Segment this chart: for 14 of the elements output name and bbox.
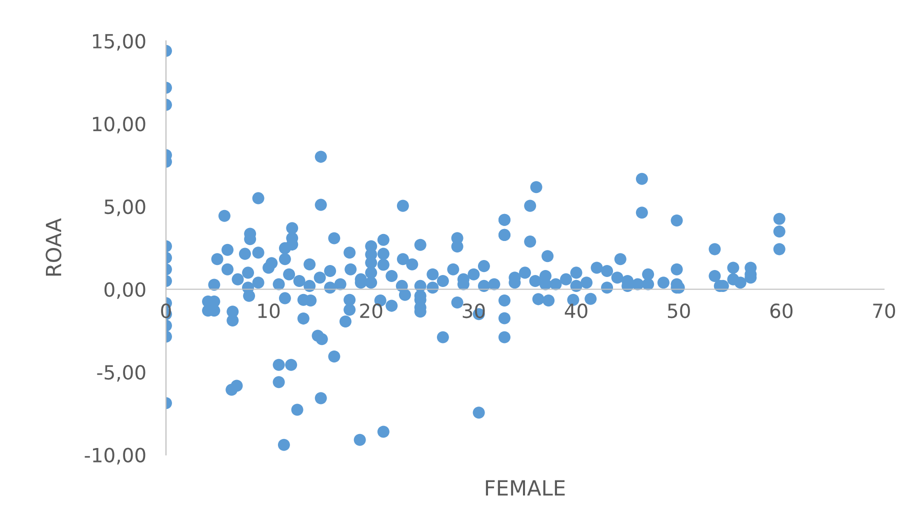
y-tick-label: 10,00 bbox=[93, 116, 146, 134]
y-tick-label: -5,00 bbox=[97, 364, 146, 382]
y-tick-label: 0,00 bbox=[104, 282, 146, 299]
y-tick-label: 5,00 bbox=[104, 199, 146, 216]
y-tick-label: 15,00 bbox=[93, 34, 146, 51]
x-tick-label: 60 bbox=[770, 303, 792, 318]
x-tick-label: 70 bbox=[873, 303, 896, 318]
y-tick-label: -10,00 bbox=[84, 448, 146, 464]
x-axis-title: FEMALE bbox=[486, 480, 565, 496]
x-tick-label: 50 bbox=[668, 303, 690, 318]
x-tick-label: 40 bbox=[564, 303, 588, 318]
y-axis-title: ROAA bbox=[46, 218, 62, 276]
x-tick-label: 10 bbox=[258, 303, 280, 318]
x-tick-label: 20 bbox=[360, 303, 382, 318]
